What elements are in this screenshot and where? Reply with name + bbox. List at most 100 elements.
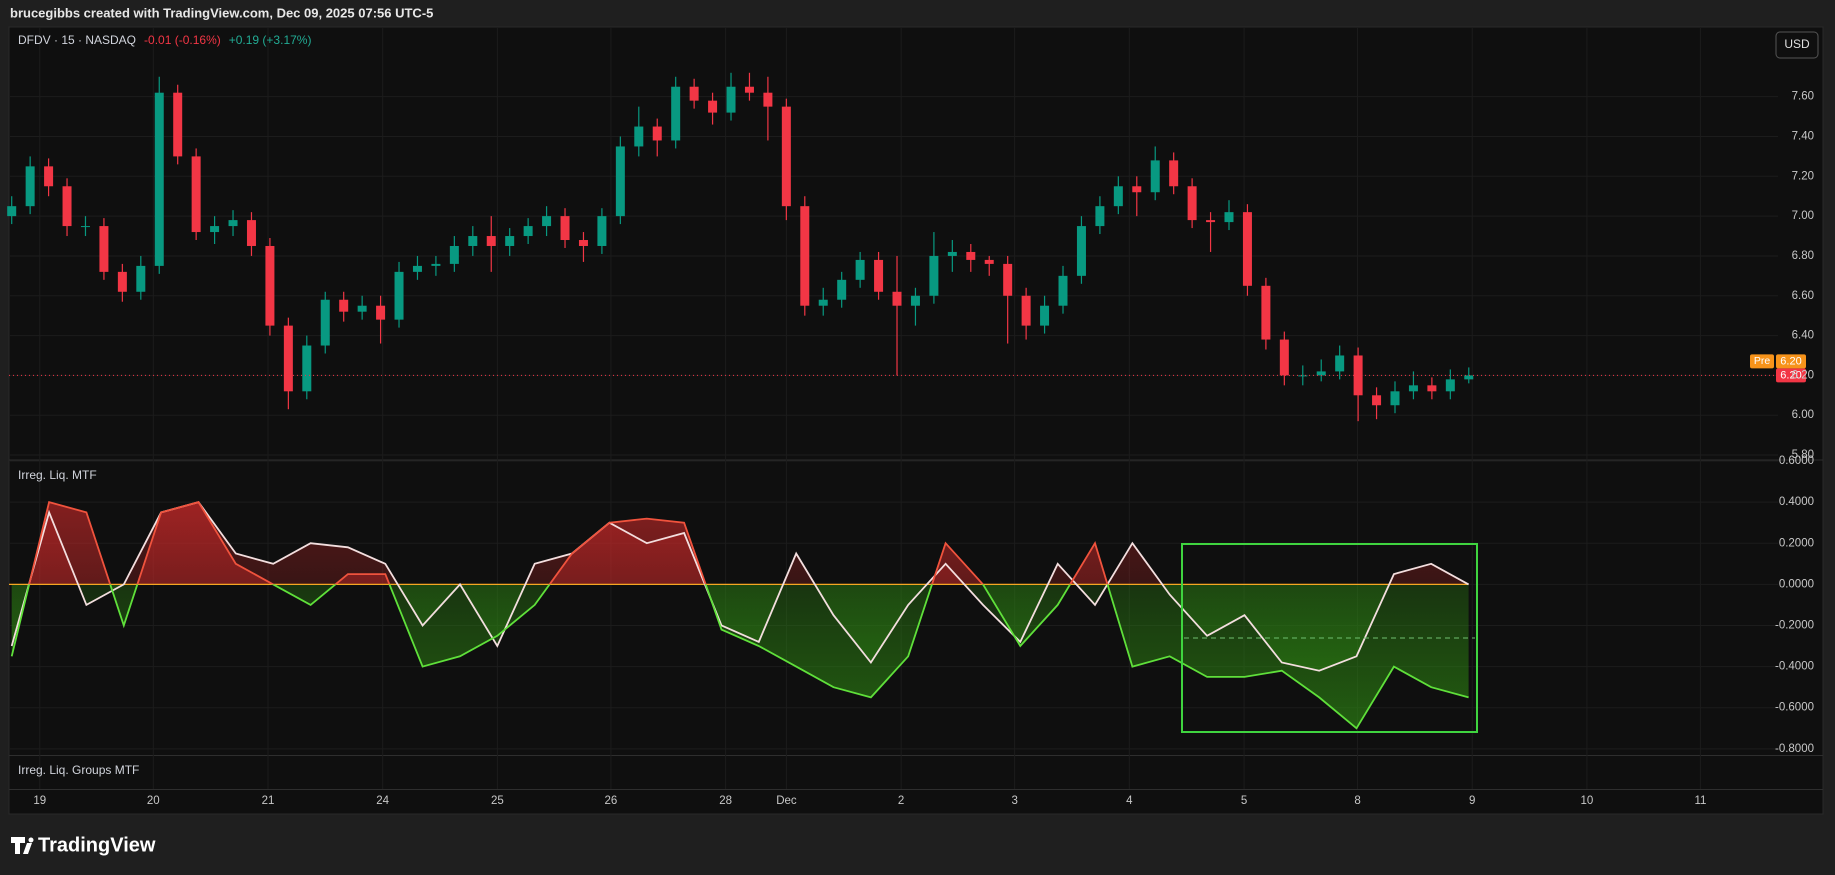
candle-body [1224,212,1234,223]
candle-body [1169,160,1179,187]
fill-area-up [11,502,1469,585]
change: -0.01 (-0.16%) [144,33,221,47]
candle-body [1298,375,1308,377]
candle-body [1316,371,1326,376]
candle-body [283,325,293,392]
candle-body [1445,379,1455,392]
candle-body [855,259,865,280]
candle-body [1003,263,1013,296]
x-tick-label: 19 [33,795,46,807]
candle-body [523,226,533,237]
fill-area-down [11,584,1469,729]
candle-body [1076,226,1086,276]
y-tick-label: -0.2000 [1775,620,1814,632]
candle-body [874,259,884,292]
candle-body [671,86,681,141]
fill-area-up [11,502,1469,585]
candle-body [320,299,330,346]
candle-body [542,216,552,227]
candle-body [468,236,478,246]
candle-body [837,279,847,300]
x-tick-label: 25 [491,795,504,807]
candle-body [1279,339,1289,376]
y-tick-label: -0.8000 [1775,743,1814,755]
candle-body [1113,186,1123,207]
candle-body [1353,355,1363,396]
brand: TradingView [38,834,156,856]
candle-body [173,92,183,157]
x-tick-label: 3 [1011,795,1017,807]
y-tick-label: 6.20 [1792,369,1814,381]
candle-body [1206,220,1216,223]
x-tick-label: 21 [262,795,275,807]
candle-body [228,220,238,227]
candle-body [1021,295,1031,326]
drawing-rectangle[interactable] [1181,543,1478,733]
candle-body [1242,212,1252,286]
candle-body [302,345,312,392]
candle-body [984,259,994,264]
chart-frame [8,26,1824,815]
candle-body [892,291,902,306]
candle-body [7,206,17,217]
candle-body [154,92,164,266]
candle-body [412,265,422,272]
premarket-tag: Pre [1754,355,1771,367]
last-price-label: 6.20 [1780,369,1801,381]
premarket-change: +0.19 (+3.17%) [229,33,312,47]
candle-body [966,251,976,260]
candle-body [80,226,90,228]
candle-body [1335,355,1345,372]
candle-body [652,126,662,141]
pane-title: Irreg. Liq. Groups MTF [18,763,139,777]
y-tick-label: 0.2000 [1779,537,1814,549]
candle-body [486,236,496,246]
candle-body [376,305,386,320]
candle-body [1464,375,1474,380]
candle-body [689,86,699,101]
y-tick-label: 6.60 [1792,290,1814,302]
x-tick-label: 20 [147,795,160,807]
candle-body [1187,186,1197,221]
currency-button[interactable] [1775,31,1819,59]
header: brucegibbs created with TradingView.com,… [10,5,433,20]
x-tick-label: 11 [1694,795,1706,807]
candle-body [781,106,791,207]
y-tick-label: 5.80 [1792,449,1814,461]
oscillator-line [10,501,1470,672]
symbol-title: DFDV · 15 · NASDAQ [18,33,136,47]
candle-body [744,86,754,93]
candle-body [1408,385,1418,392]
candle-body [597,216,607,246]
x-tick-label: 9 [1469,795,1475,807]
candle-body [505,236,515,246]
y-tick-label: 6.40 [1792,330,1814,342]
candle-body [339,299,349,312]
candle-body [62,186,72,227]
oscillator-line-up [28,500,1109,585]
candle-body [246,220,256,246]
candle-body [1261,285,1271,340]
candle-body [1372,395,1382,406]
x-tick-label: 5 [1241,795,1247,807]
candle-body [947,251,957,256]
y-tick-label: 0.0000 [1779,578,1814,590]
y-tick-label: 7.40 [1792,131,1814,143]
candle-body [191,156,201,233]
candle-body [431,263,441,266]
y-tick-label: 7.20 [1792,170,1814,182]
currency[interactable]: USD [1784,37,1810,51]
y-tick-label: -0.4000 [1775,661,1814,673]
premarket-tag-box [1750,354,1774,369]
candle-body [560,216,570,241]
y-tick-label: 0.6000 [1779,455,1814,467]
candle-body [117,271,127,292]
x-tick-label: 26 [604,795,617,807]
candle-body [136,265,146,292]
candle-body [394,271,404,320]
x-tick-label: 28 [719,795,732,807]
premarket-price-label: 6.20 [1780,355,1801,367]
candle-body [1058,275,1068,306]
marks: 6.20 Pre 6.20 [7,72,1806,730]
